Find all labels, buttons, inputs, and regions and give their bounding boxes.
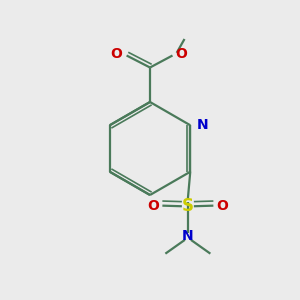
Text: S: S	[182, 197, 194, 215]
Text: O: O	[110, 47, 122, 61]
Text: O: O	[147, 199, 159, 213]
Text: O: O	[175, 47, 187, 61]
Text: N: N	[197, 118, 208, 132]
Text: O: O	[216, 199, 228, 213]
Text: N: N	[182, 229, 194, 243]
